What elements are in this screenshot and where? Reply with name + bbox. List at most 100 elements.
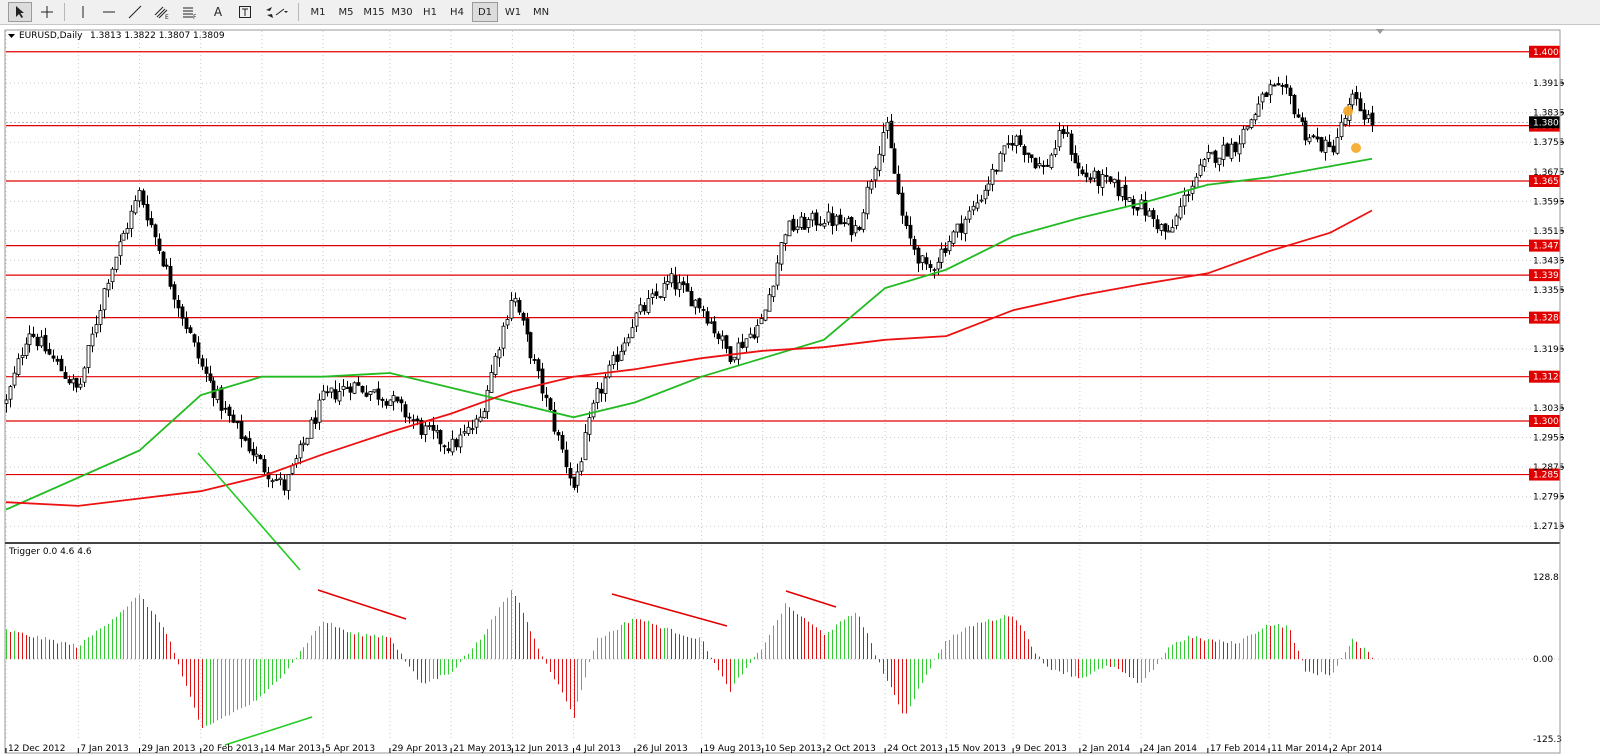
- candle-body: [368, 391, 373, 395]
- cursor-tool-button[interactable]: [8, 2, 32, 22]
- candle-body: [493, 355, 498, 375]
- time-tick-label: 24 Jan 2014: [1143, 744, 1197, 754]
- vertical-line-tool-button[interactable]: [72, 2, 94, 22]
- trendline-tool-button[interactable]: [124, 2, 146, 22]
- candle-body: [403, 404, 408, 418]
- crosshair-tool-button[interactable]: [35, 2, 59, 22]
- timeframe-button-mn[interactable]: MN: [532, 6, 550, 18]
- price-tick-label: 1.2955: [1533, 434, 1565, 444]
- candle-body: [842, 222, 847, 225]
- candle-body: [501, 325, 506, 349]
- candle-body: [513, 297, 518, 303]
- candle-body: [129, 210, 134, 230]
- candle-body: [1229, 143, 1234, 159]
- candle-body: [971, 205, 976, 211]
- text-label-tool-button[interactable]: [234, 2, 256, 22]
- candle-body: [1006, 143, 1011, 146]
- orange-marker[interactable]: [1351, 143, 1361, 153]
- candle-body: [814, 212, 819, 226]
- price-tick-label: 1.3435: [1533, 256, 1565, 266]
- candle-body: [818, 223, 823, 226]
- green-trendline[interactable]: [197, 452, 301, 571]
- red-divergence-line[interactable]: [785, 590, 837, 608]
- chart-border: [4, 29, 1561, 754]
- red-divergence-line[interactable]: [611, 593, 728, 627]
- candle-body: [106, 282, 111, 291]
- candle-body: [82, 367, 87, 383]
- timeframe-button-h4[interactable]: H4: [450, 6, 464, 18]
- candle-body: [313, 417, 318, 424]
- candle-body: [1260, 93, 1265, 103]
- candle-body: [337, 391, 342, 402]
- price-tick-label: 1.3035: [1533, 404, 1565, 414]
- timeframe-button-d1[interactable]: D1: [472, 2, 498, 22]
- candle-body: [219, 387, 224, 411]
- candle-body: [172, 284, 177, 300]
- candle-body: [705, 311, 710, 324]
- candle-body: [90, 333, 95, 347]
- level-price-tag: [1529, 311, 1560, 324]
- vertical-line-icon: [82, 6, 84, 18]
- time-tick-label: 12 Dec 2012: [8, 744, 66, 754]
- price-tick-label: 1.3595: [1533, 197, 1565, 207]
- red-divergence-line[interactable]: [317, 589, 407, 620]
- time-tick-label: 12 Jun 2013: [514, 744, 568, 754]
- timeframe-button-m15[interactable]: M15: [363, 6, 385, 18]
- time-tick-label: 9 Dec 2013: [1015, 744, 1067, 754]
- candle-body: [360, 385, 365, 393]
- candle-body: [298, 444, 303, 459]
- candle-body: [771, 285, 776, 298]
- equidistant-channel-tool-button[interactable]: E: [150, 2, 174, 22]
- symbol-dropdown-icon[interactable]: [8, 34, 15, 38]
- candle-body: [1029, 154, 1034, 159]
- candle-body: [266, 472, 271, 480]
- time-tick-label: 7 Jan 2013: [80, 744, 128, 754]
- candle-body: [1253, 114, 1258, 121]
- candle-body: [243, 436, 248, 441]
- orange-marker[interactable]: [1343, 106, 1353, 116]
- horizontal-line-icon: [103, 11, 115, 13]
- timeframe-button-w1[interactable]: W1: [504, 6, 522, 18]
- candle-body: [1319, 137, 1324, 152]
- candle-body: [701, 309, 706, 311]
- candle-body: [732, 356, 737, 361]
- candle-body: [12, 372, 17, 386]
- price-tick-label: 1.3515: [1533, 227, 1565, 237]
- candle-body: [642, 305, 647, 312]
- candle-body: [599, 388, 604, 394]
- candle-body: [1249, 119, 1254, 128]
- chart-area[interactable]: 1.40001.38001.36501.34751.33951.32801.31…: [0, 25, 1600, 756]
- candle-body: [1092, 170, 1097, 179]
- candle-body: [849, 217, 854, 236]
- candle-body: [579, 461, 584, 472]
- candle-body: [1151, 210, 1156, 220]
- fibonacci-tool-button[interactable]: F: [178, 2, 202, 22]
- cursor-arrow-icon: [16, 6, 24, 18]
- candle-body: [595, 388, 600, 404]
- candle-body: [939, 248, 944, 263]
- green-moving-average-line[interactable]: [5, 157, 1373, 511]
- green-divergence-line[interactable]: [224, 716, 313, 746]
- candle-body: [1037, 163, 1042, 167]
- candle-body: [908, 224, 913, 239]
- timeframe-button-m1[interactable]: M1: [310, 6, 326, 18]
- chart-shift-marker[interactable]: [1376, 29, 1384, 34]
- timeframe-button-m30[interactable]: M30: [391, 6, 413, 18]
- candle-body: [947, 240, 952, 252]
- red-moving-average-line[interactable]: [5, 209, 1373, 507]
- candle-body: [1292, 94, 1297, 115]
- candle-body: [1315, 136, 1320, 140]
- candle-body: [1296, 114, 1301, 118]
- timeframe-button-m5[interactable]: M5: [338, 6, 354, 18]
- candle-body: [121, 232, 126, 241]
- price-axis: 1.3915 1.3835 1.3755 1.3675 1.3595 1.3515 1.34…: [6, 79, 1565, 745]
- horizontal-line-tool-button[interactable]: [98, 2, 120, 22]
- level-price-label: 1.3000: [1533, 417, 1565, 427]
- candle-body: [1014, 135, 1019, 147]
- text-tool-button[interactable]: A: [213, 5, 223, 19]
- candle-body: [59, 358, 64, 372]
- timeframe-button-h1[interactable]: H1: [423, 6, 437, 18]
- arrows-tool-dropdown[interactable]: [262, 2, 292, 22]
- candle-body: [489, 372, 494, 393]
- candle-body: [102, 288, 107, 311]
